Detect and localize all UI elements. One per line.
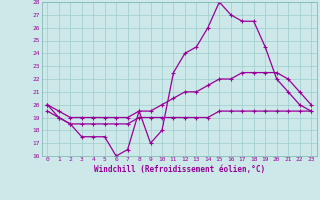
- X-axis label: Windchill (Refroidissement éolien,°C): Windchill (Refroidissement éolien,°C): [94, 165, 265, 174]
